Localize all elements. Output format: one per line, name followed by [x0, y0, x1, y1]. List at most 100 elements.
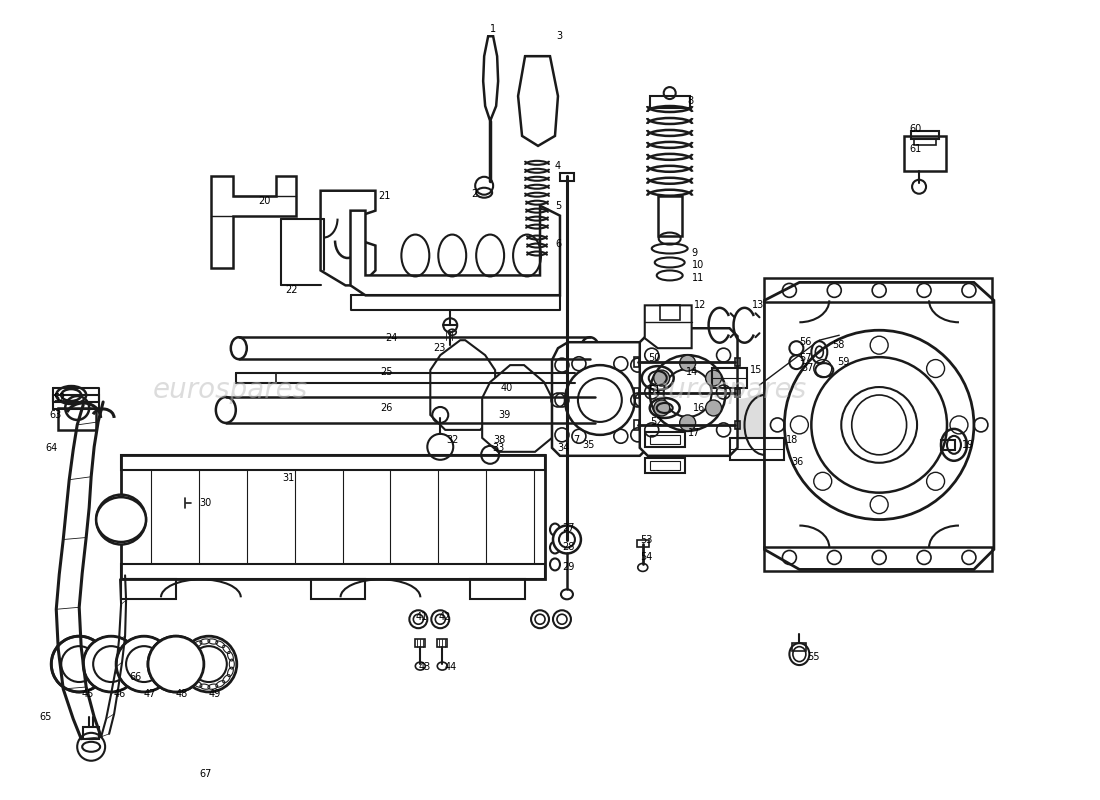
- Text: 28: 28: [562, 542, 574, 553]
- Bar: [658, 196, 682, 235]
- Text: 10: 10: [692, 261, 704, 270]
- Text: 38: 38: [493, 435, 505, 445]
- Circle shape: [653, 370, 670, 386]
- Text: 57: 57: [800, 353, 812, 363]
- Text: 31: 31: [283, 473, 295, 482]
- Text: 4: 4: [556, 161, 561, 171]
- Bar: [914, 139, 936, 145]
- Text: 63: 63: [50, 410, 62, 420]
- Text: 66: 66: [129, 672, 141, 682]
- Circle shape: [680, 355, 695, 371]
- Text: 25: 25: [381, 367, 393, 377]
- Bar: [650, 435, 680, 444]
- Ellipse shape: [96, 497, 146, 542]
- Bar: [560, 173, 574, 181]
- Polygon shape: [552, 342, 648, 456]
- Bar: [634, 388, 639, 398]
- Text: 8: 8: [688, 96, 694, 106]
- Text: 3: 3: [556, 31, 562, 42]
- Circle shape: [148, 636, 204, 692]
- Polygon shape: [764, 282, 994, 570]
- Text: 61: 61: [909, 144, 922, 154]
- Text: 50: 50: [648, 353, 660, 363]
- Text: 44: 44: [444, 662, 456, 672]
- Polygon shape: [351, 206, 560, 295]
- Text: 30: 30: [199, 498, 211, 508]
- Bar: [634, 420, 639, 430]
- Circle shape: [653, 400, 670, 416]
- Polygon shape: [320, 190, 375, 286]
- Bar: [911, 131, 939, 139]
- Text: 21: 21: [378, 190, 390, 201]
- Text: 45: 45: [81, 689, 94, 699]
- Bar: [121, 565, 544, 579]
- Text: 53: 53: [640, 534, 652, 545]
- Bar: [470, 579, 525, 599]
- Text: 40: 40: [500, 383, 513, 393]
- Text: 23: 23: [433, 343, 446, 353]
- Circle shape: [117, 636, 172, 692]
- Bar: [650, 96, 690, 108]
- Text: 33: 33: [492, 443, 505, 453]
- Text: 56: 56: [800, 338, 812, 347]
- Bar: [58, 408, 96, 430]
- Polygon shape: [430, 340, 495, 430]
- Bar: [121, 579, 176, 599]
- Text: 18: 18: [786, 435, 799, 445]
- Bar: [904, 136, 946, 170]
- Text: 51: 51: [648, 385, 660, 395]
- Text: 5: 5: [556, 201, 561, 210]
- Text: 52: 52: [53, 393, 66, 403]
- Text: 49: 49: [209, 689, 221, 699]
- Bar: [735, 421, 739, 429]
- Bar: [84, 727, 99, 739]
- Polygon shape: [482, 365, 552, 452]
- Text: 59: 59: [837, 357, 849, 367]
- Text: 42: 42: [438, 612, 451, 622]
- Text: 9: 9: [692, 247, 697, 258]
- Bar: [729, 438, 784, 460]
- Bar: [637, 539, 649, 547]
- Bar: [121, 455, 544, 470]
- Text: 55: 55: [807, 652, 820, 662]
- Text: 22: 22: [286, 286, 298, 295]
- Text: 34: 34: [557, 443, 569, 453]
- Text: 32: 32: [447, 435, 459, 445]
- Circle shape: [84, 636, 139, 692]
- Bar: [712, 368, 747, 388]
- Text: 35: 35: [582, 440, 594, 450]
- Text: eurospares: eurospares: [652, 376, 807, 404]
- Bar: [235, 373, 276, 383]
- Bar: [764, 278, 992, 302]
- Polygon shape: [211, 176, 296, 269]
- Polygon shape: [645, 306, 692, 348]
- Text: 37: 37: [802, 363, 814, 373]
- Bar: [764, 547, 992, 571]
- Text: 65: 65: [40, 712, 52, 722]
- Text: 1: 1: [491, 24, 496, 34]
- Text: eurospares: eurospares: [153, 376, 308, 404]
- Text: 29: 29: [562, 562, 574, 573]
- Text: 48: 48: [176, 689, 188, 699]
- Text: 7: 7: [573, 435, 580, 445]
- Bar: [310, 579, 365, 599]
- Polygon shape: [483, 36, 498, 121]
- Circle shape: [148, 636, 204, 692]
- Text: 16: 16: [693, 403, 705, 413]
- Text: 11: 11: [692, 274, 704, 283]
- Text: 64: 64: [45, 443, 57, 453]
- Text: 26: 26: [381, 403, 393, 413]
- Circle shape: [180, 636, 236, 692]
- Circle shape: [680, 415, 695, 431]
- Text: 46: 46: [113, 689, 125, 699]
- Text: 24: 24: [385, 334, 398, 343]
- Text: 14: 14: [685, 367, 697, 377]
- Bar: [735, 358, 739, 366]
- Bar: [634, 357, 639, 367]
- Text: 27: 27: [562, 522, 574, 533]
- Bar: [416, 639, 426, 647]
- Circle shape: [553, 526, 581, 554]
- Bar: [650, 461, 680, 470]
- Polygon shape: [518, 56, 558, 146]
- Text: 20: 20: [258, 196, 271, 206]
